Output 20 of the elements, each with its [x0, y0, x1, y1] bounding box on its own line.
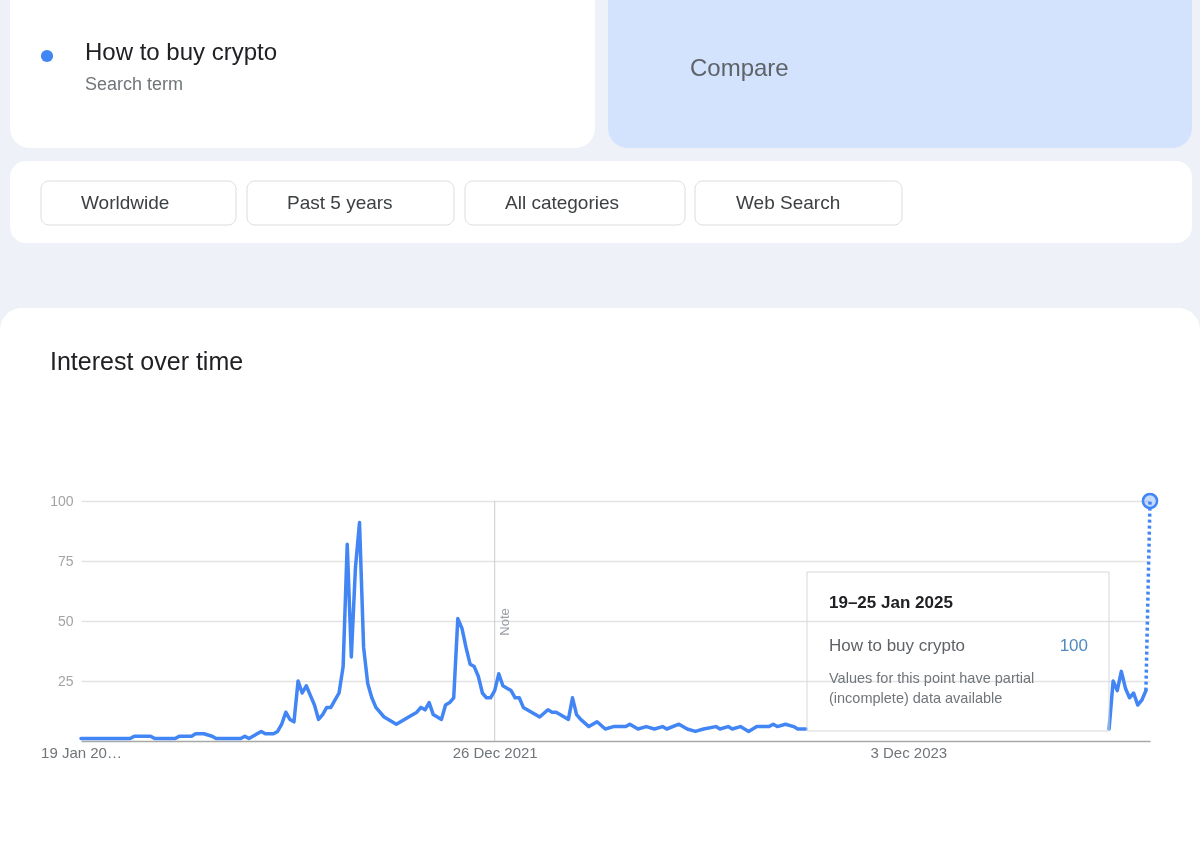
- chart-title: Interest over time: [50, 347, 244, 375]
- legend-label: How to buy crypto: [85, 38, 278, 65]
- text: Search term: [85, 74, 184, 94]
- annotation: 19–25 Jan 2025: [829, 593, 953, 612]
- x-tick-label: 3 Dec 2023: [870, 743, 948, 761]
- annotation: Values for this point have partial (incomplete) data available: [829, 670, 1035, 706]
- ref-line-label: Note: [496, 608, 512, 636]
- x-tick-label: 26 Dec 2021: [452, 743, 538, 761]
- text: Compare: [690, 54, 789, 81]
- text: Worldwide: [81, 192, 170, 213]
- annotation: How to buy crypto: [829, 636, 966, 655]
- x-tick-label: 19 Jan 20…: [41, 743, 122, 761]
- text: Past 5 years: [287, 192, 393, 213]
- y-tick-label: 75: [57, 552, 74, 569]
- y-tick-label: 50: [57, 612, 74, 629]
- text: Web Search: [736, 192, 841, 213]
- y-tick-label: 100: [50, 492, 74, 509]
- annotation: 100: [1059, 636, 1088, 655]
- y-tick-label: 25: [57, 672, 74, 689]
- text: All categories: [505, 192, 620, 213]
